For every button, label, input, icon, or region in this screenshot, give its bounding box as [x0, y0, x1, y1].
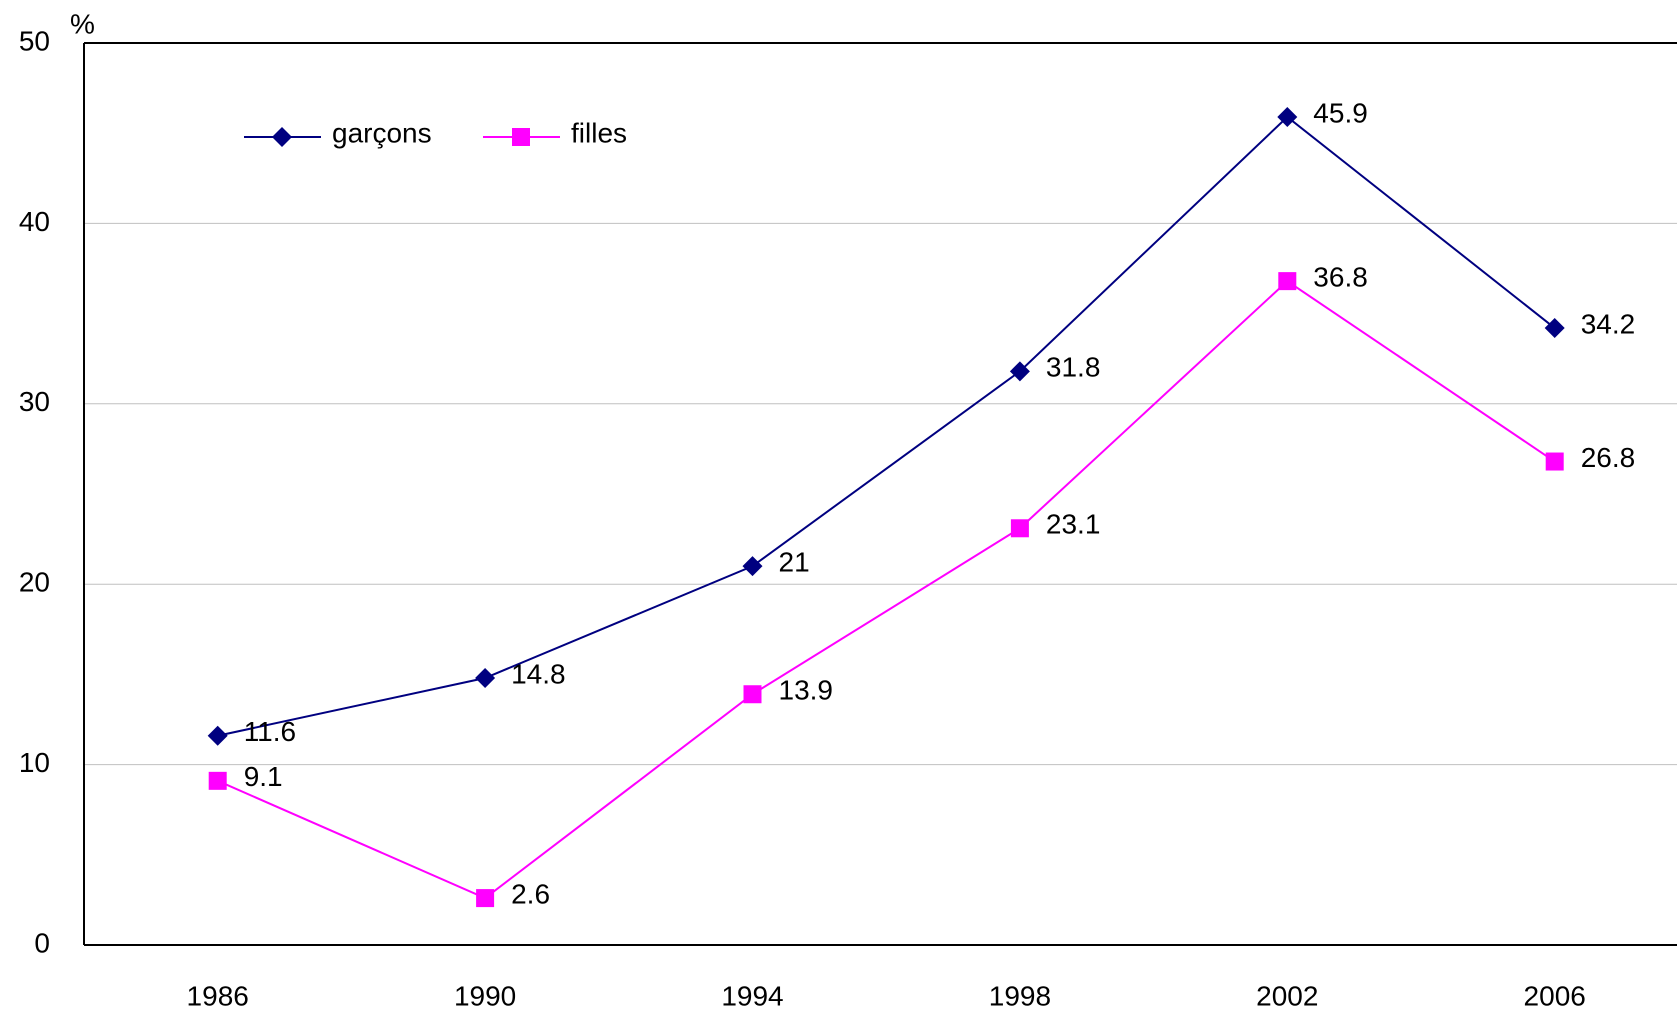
y-tick-label: 30 — [19, 386, 50, 417]
data-point — [475, 668, 496, 689]
y-tick-label: 0 — [34, 927, 50, 958]
data-point — [476, 889, 495, 908]
data-label: 34.2 — [1581, 308, 1636, 339]
data-label: 14.8 — [511, 658, 565, 689]
data-label: 45.9 — [1313, 97, 1368, 128]
x-tick-label: 1998 — [989, 980, 1051, 1011]
data-label: 2.6 — [511, 878, 550, 909]
data-label: 9.1 — [244, 761, 283, 792]
y-tick-label: 20 — [19, 567, 50, 598]
data-label: 36.8 — [1313, 262, 1368, 293]
data-point — [1544, 318, 1565, 339]
data-point — [1278, 272, 1297, 291]
x-tick-label: 1986 — [187, 980, 249, 1011]
data-point — [1009, 361, 1030, 382]
data-point — [207, 725, 228, 746]
data-label: 31.8 — [1046, 352, 1101, 383]
data-label: 11.6 — [244, 716, 296, 747]
series-line — [217, 115, 1556, 737]
y-axis-label: % — [70, 8, 95, 39]
y-tick-label: 40 — [19, 206, 50, 237]
data-point — [742, 556, 763, 577]
data-point — [1545, 452, 1564, 471]
legend-marker — [272, 127, 292, 147]
data-label: 21 — [779, 547, 810, 578]
legend-marker — [512, 128, 530, 146]
y-tick-label: 50 — [19, 25, 50, 56]
data-point — [743, 685, 762, 704]
x-tick-label: 1994 — [721, 980, 783, 1011]
data-point — [1277, 106, 1298, 127]
series-line — [217, 279, 1556, 900]
x-tick-label: 2002 — [1256, 980, 1318, 1011]
data-label: 23.1 — [1046, 509, 1101, 540]
data-point — [1010, 519, 1029, 538]
data-label: 26.8 — [1581, 442, 1636, 473]
legend-label: garçons — [332, 117, 432, 148]
x-tick-label: 1990 — [454, 980, 516, 1011]
y-tick-label: 10 — [19, 747, 50, 778]
x-tick-label: 2006 — [1524, 980, 1586, 1011]
data-point — [208, 771, 227, 790]
data-label: 13.9 — [779, 675, 834, 706]
legend-label: filles — [571, 117, 627, 148]
